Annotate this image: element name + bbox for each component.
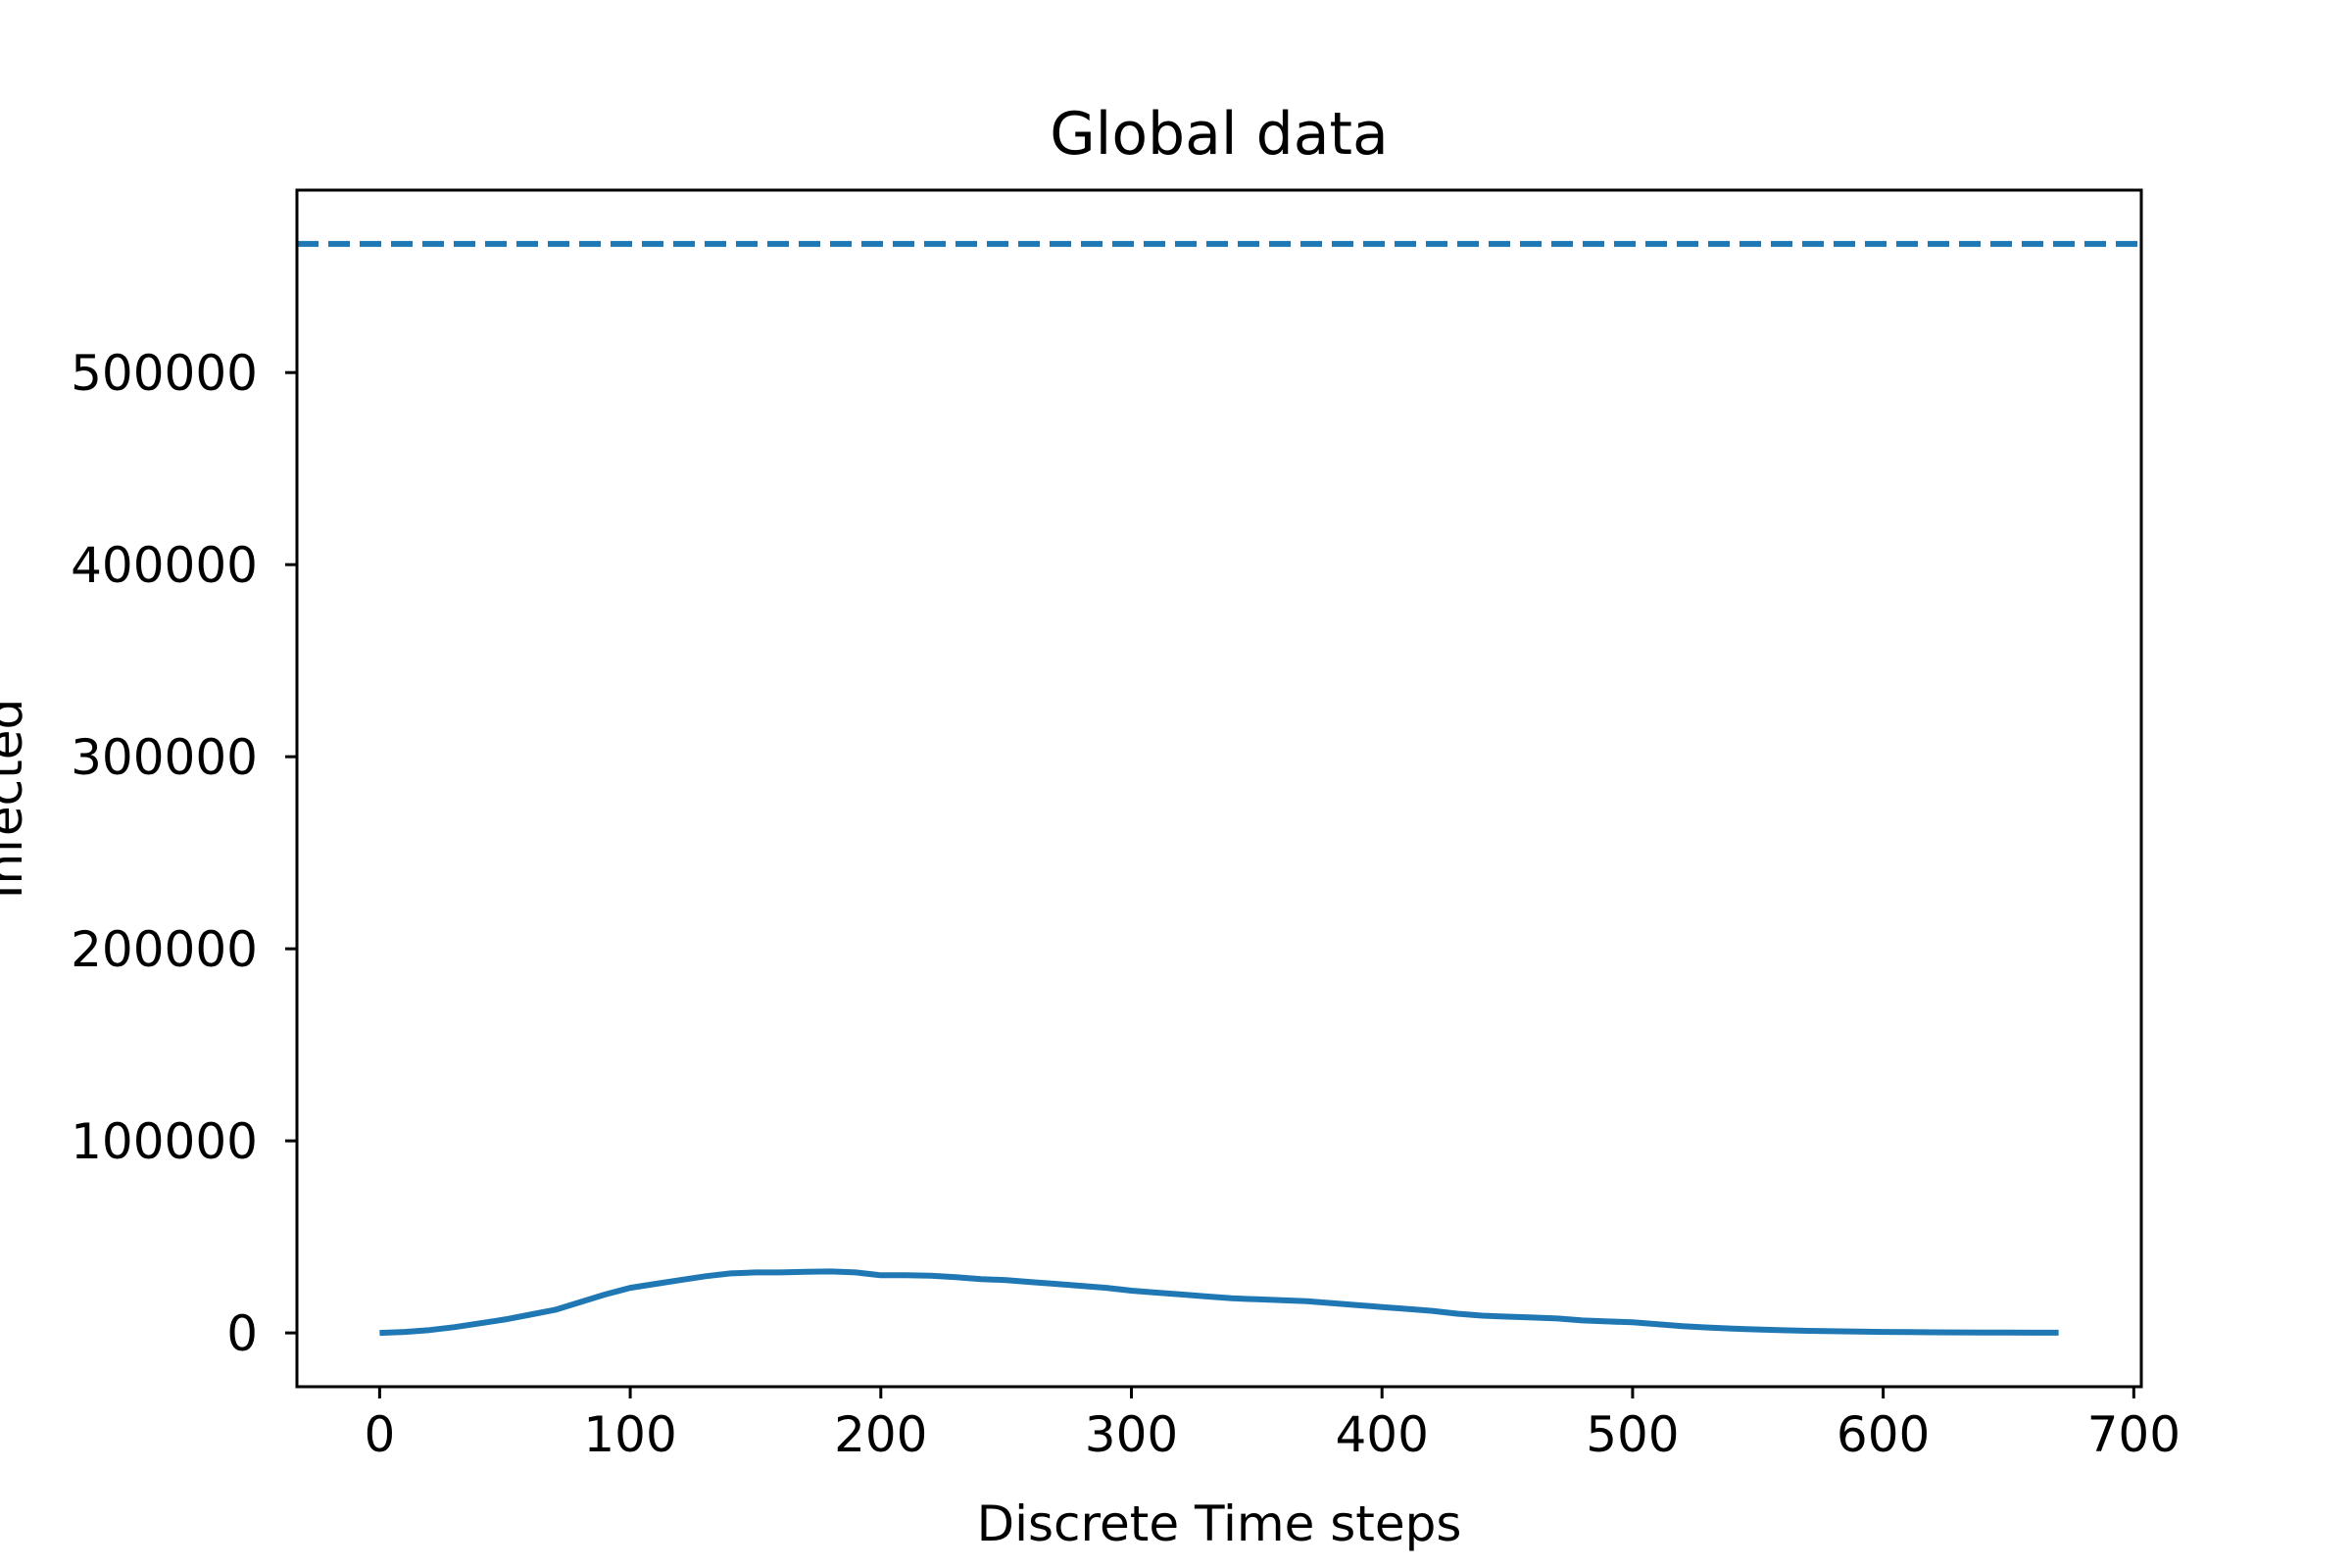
y-tick-label: 400000	[71, 537, 258, 594]
axes: 0 100 200 300 400 500 600 700 0 100000 200000 30000…	[71, 188, 2180, 1463]
y-axis-title: Infected	[0, 699, 33, 899]
y-tick-label: 500000	[71, 345, 258, 402]
x-tick-label: 200	[834, 1406, 927, 1463]
x-tick-label: 100	[583, 1406, 676, 1463]
x-tick-label: 500	[1586, 1406, 1679, 1463]
x-tick-label: 400	[1335, 1406, 1428, 1463]
y-tick-label: 0	[226, 1305, 258, 1362]
x-tick-label: 600	[1837, 1406, 1930, 1463]
x-tick-label: 300	[1085, 1406, 1178, 1463]
y-tick-label: 300000	[71, 729, 258, 786]
x-tick-label: 0	[364, 1406, 395, 1463]
chart-title: Global data	[1050, 100, 1389, 169]
y-tick-label: 200000	[71, 921, 258, 978]
x-axis-title: Discrete Time steps	[977, 1495, 1462, 1552]
x-tick-label: 700	[2087, 1406, 2180, 1463]
y-tick-label: 100000	[71, 1113, 258, 1170]
series-group	[297, 240, 2141, 1337]
infected-series-line	[379, 1268, 2059, 1337]
plot-area	[297, 240, 2141, 1337]
axes-frame	[295, 188, 2143, 1389]
